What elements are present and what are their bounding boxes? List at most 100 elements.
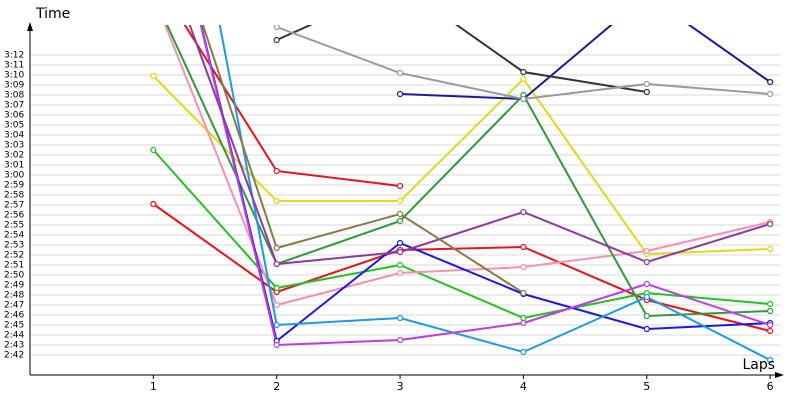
point [767,220,774,228]
point [520,68,527,76]
series-line [201,25,524,294]
point [396,217,404,225]
point [643,280,650,288]
point [520,263,527,271]
point [767,78,774,86]
point [767,321,774,329]
point [643,258,650,266]
point [520,289,527,297]
y-tick-label: 3:10 [4,71,24,81]
y-axis-label: Time [35,6,70,22]
point [150,146,157,154]
point [273,341,280,349]
y-tick-label: 2:57 [4,201,24,211]
series-line [152,203,771,332]
y-tick-label: 2:45 [4,321,24,331]
point [150,200,157,208]
y-tick-label: 2:54 [4,231,24,241]
y-tick-label: 3:03 [4,141,24,151]
y-tick-label: 2:50 [4,271,24,281]
y-tick-label: 2:47 [4,301,24,311]
point [273,244,280,252]
point [396,269,404,277]
y-tick-label: 2:49 [4,281,24,291]
point [273,284,280,292]
y-tick-label: 2:56 [4,211,24,221]
point [396,90,404,98]
point [767,300,774,308]
x-tick-label: 4 [520,380,527,393]
y-tick-label: 2:42 [4,351,24,361]
x-axis-label: Laps [742,357,775,373]
point [520,75,527,83]
point [273,36,280,44]
y-arrow [27,22,33,31]
y-tick-label: 2:59 [4,181,24,191]
point [767,327,774,335]
point [643,80,650,88]
series-line [152,149,771,320]
point [150,72,157,80]
y-tick-label: 3:12 [4,51,24,61]
point [396,336,404,344]
y-tick-label: 2:53 [4,241,24,251]
point [520,208,527,216]
y-tick-label: 3:05 [4,121,24,131]
y-tick-label: 2:48 [4,291,24,301]
point [273,25,280,31]
point [643,88,650,96]
point [643,325,650,333]
y-tick-label: 3:01 [4,161,24,171]
point [273,167,280,175]
y-tick-label: 3:02 [4,151,24,161]
y-tick-label: 2:52 [4,251,24,261]
point [396,261,404,269]
y-tick-label: 3:04 [4,131,24,141]
y-tick-label: 3:08 [4,91,24,101]
y-tick-label: 2:44 [4,331,24,341]
point [273,260,280,268]
y-tick-label: 2:51 [4,261,24,271]
point [643,247,650,255]
y-tick-label: 3:07 [4,101,24,111]
y-tick-label: 2:58 [4,191,24,201]
point [273,197,280,205]
y-tick-label: 3:09 [4,81,24,91]
point [643,293,650,301]
y-tick-label: 3:00 [4,171,24,181]
series-line [152,75,771,256]
point [273,301,280,309]
point [643,312,650,320]
point [767,245,774,253]
series-line [218,25,771,361]
series-line [188,25,771,266]
point [396,239,404,247]
point [396,248,404,256]
y-tick-label: 2:43 [4,341,24,351]
point [767,356,774,364]
point [520,314,527,322]
x-arrow [775,372,784,378]
point [396,182,404,190]
point [396,210,404,218]
point [396,197,404,205]
series-line [199,25,771,347]
plot-area [150,25,774,364]
point [767,307,774,315]
point [396,314,404,322]
y-tick-label: 2:46 [4,311,24,321]
point [520,348,527,356]
point [396,69,404,77]
y-tick-label: 3:06 [4,111,24,121]
series-line [400,25,771,101]
point [273,321,280,329]
x-tick-label: 3 [397,380,404,393]
y-tick-label: 2:55 [4,221,24,231]
x-tick-label: 1 [150,380,157,393]
x-tick-label: 2 [273,380,280,393]
point [520,95,527,103]
y-tick-label: 3:11 [4,61,24,71]
point [520,243,527,251]
x-tick-label: 6 [767,380,774,393]
